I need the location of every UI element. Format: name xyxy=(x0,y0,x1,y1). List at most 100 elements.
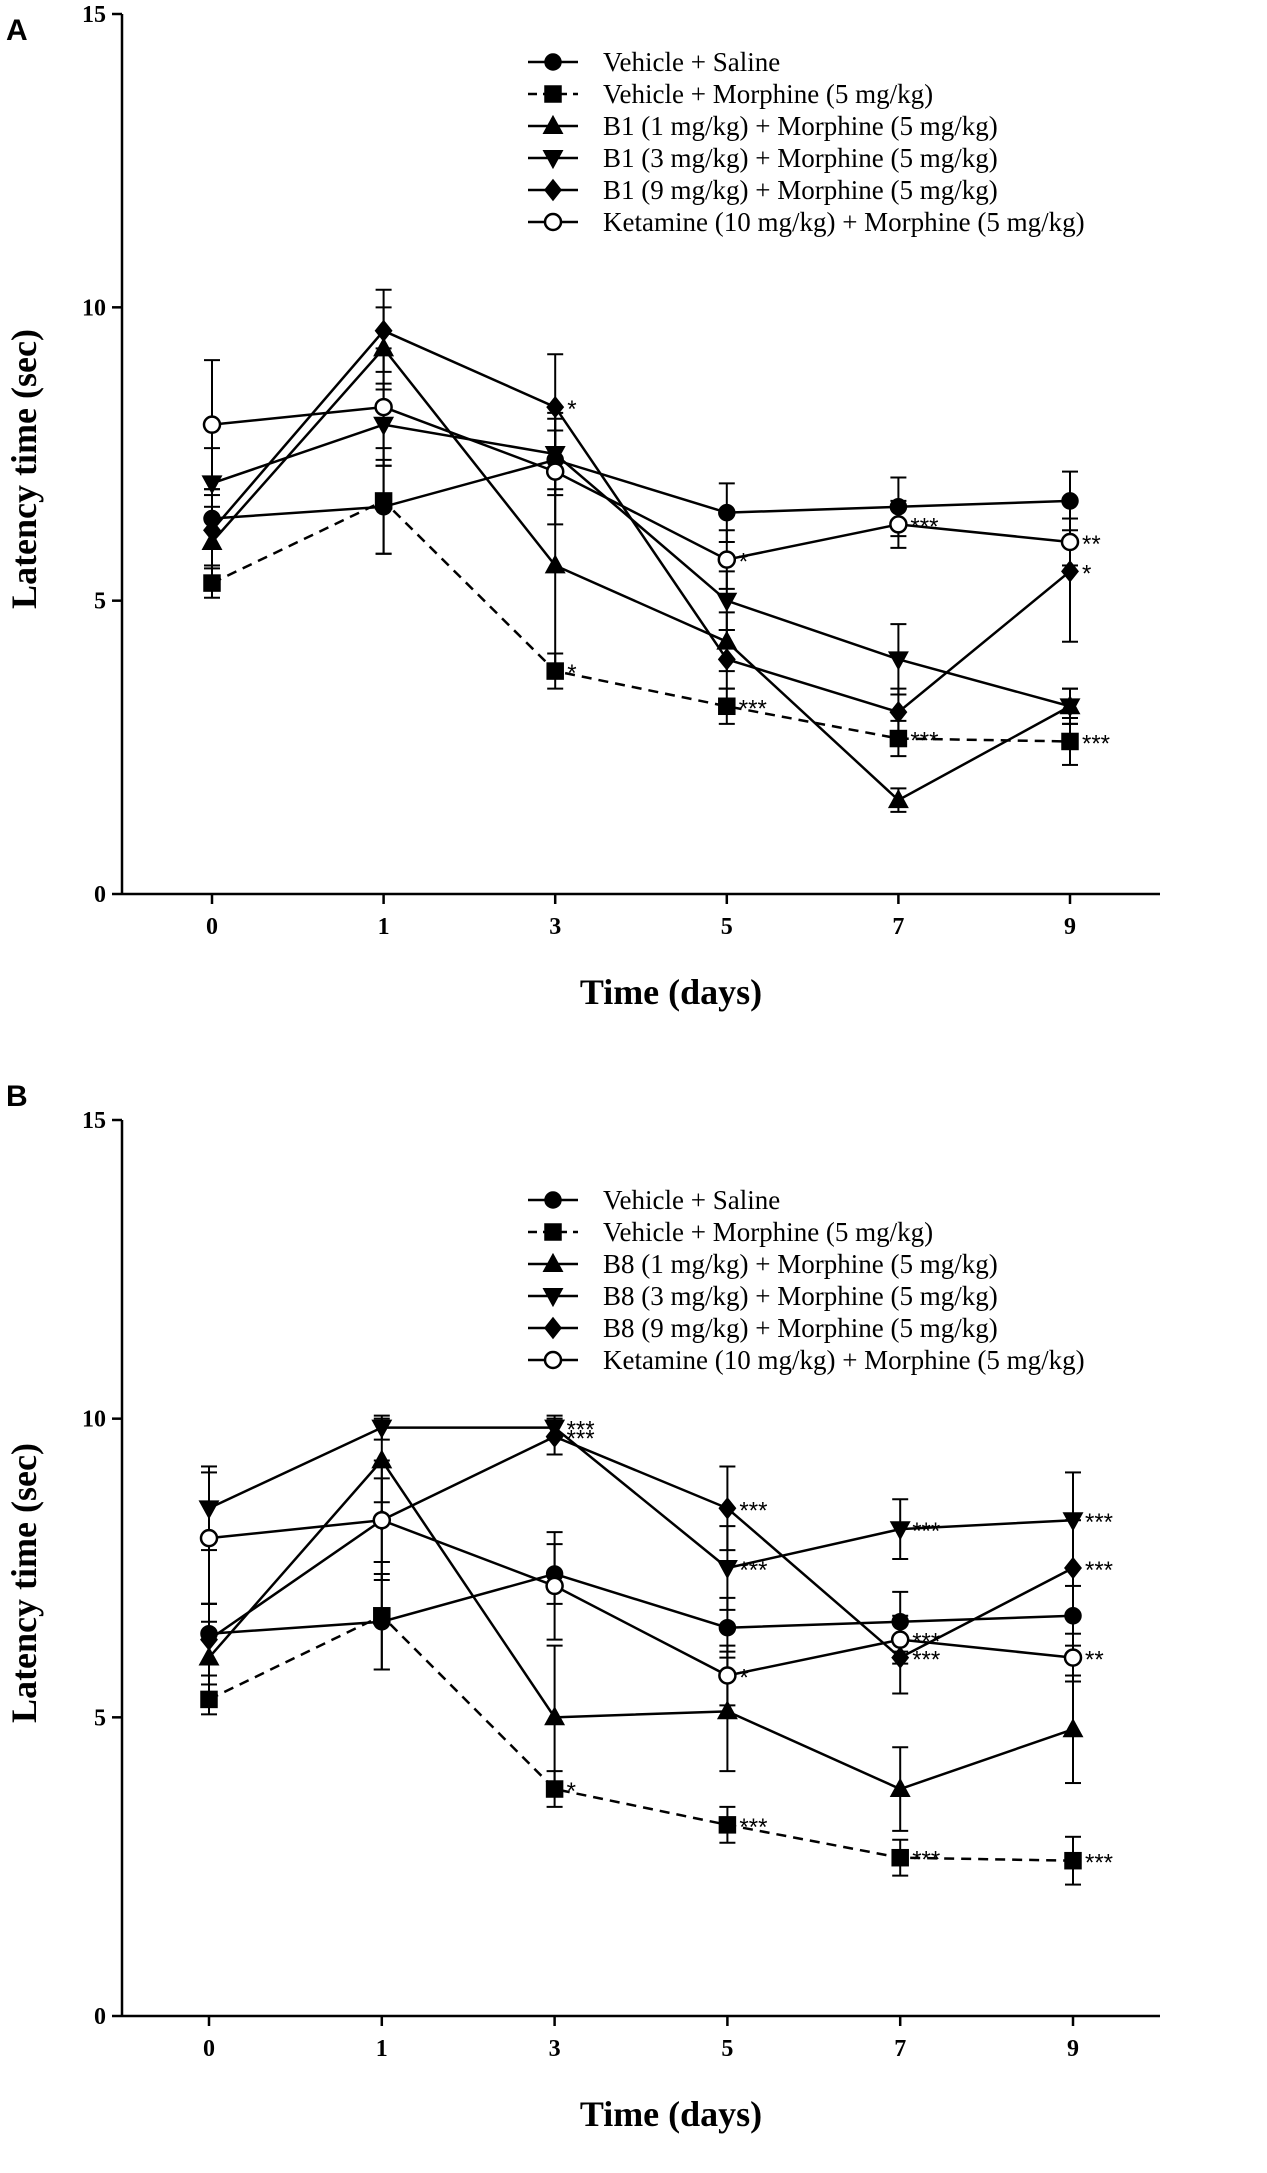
panel-a-series-vehicle-morphine-5-mg-kg-point xyxy=(374,492,393,510)
panel-a-legend-label: B1 (9 mg/kg) + Morphine (5 mg/kg) xyxy=(603,175,998,205)
panel-a-series-ketamine-10-mg-kg-morphine-5-mg-kg-point xyxy=(1060,532,1080,552)
panel-b-legend-label: Ketamine (10 mg/kg) + Morphine (5 mg/kg) xyxy=(603,1345,1085,1375)
panel-b-series-b8-1-mg-kg-morphine-5-mg-kg-point xyxy=(544,1706,566,1726)
panel-b-series-ketamine-10-mg-kg-morphine-5-mg-kg-point xyxy=(890,1630,910,1649)
panel-b-y-tick-label: 5 xyxy=(94,1705,106,1731)
panel-a-series-vehicle-morphine-5-mg-kg-significance-label: *** xyxy=(739,695,767,722)
panel-b-legend-marker xyxy=(544,1316,562,1340)
panel-a-legend-marker xyxy=(544,178,562,202)
panel-a-legend-marker xyxy=(544,85,562,103)
panel-a-x-tick-label: 7 xyxy=(892,914,904,940)
panel-a-y-tick-label: 15 xyxy=(82,2,106,28)
panel-b-series-ketamine-10-mg-kg-morphine-5-mg-kg-significance-label: *** xyxy=(912,1629,940,1656)
panel-b-legend-label: B8 (9 mg/kg) + Morphine (5 mg/kg) xyxy=(603,1313,998,1343)
panel-a-series-vehicle-saline-point xyxy=(718,503,736,522)
panel-b-series-b8-1-mg-kg-morphine-5-mg-kg-point xyxy=(716,1700,738,1720)
panel-b-series-b8-3-mg-kg-morphine-5-mg-kg-significance-label: *** xyxy=(912,1518,940,1545)
panel-b-legend-marker xyxy=(543,1350,563,1370)
panel-b-x-tick-label: 7 xyxy=(894,2036,906,2062)
panel-b-series-vehicle-morphine-5-mg-kg-point xyxy=(373,1607,391,1625)
panel-a-x-tick-label: 5 xyxy=(721,914,733,940)
panel-b-x-tick-label: 1 xyxy=(376,2036,388,2062)
panel-b-legend-label: Vehicle + Saline xyxy=(603,1185,780,1215)
panel-a-series-ketamine-10-mg-kg-morphine-5-mg-kg-significance-label: *** xyxy=(910,513,938,540)
panel-b-series-vehicle-morphine-5-mg-kg-significance-label: *** xyxy=(912,1847,940,1874)
panel-a-series-vehicle-morphine-5-mg-kg-line xyxy=(211,499,1071,743)
panel-a-legend-marker xyxy=(542,150,564,170)
panel-b-y-tick-label: 15 xyxy=(82,1108,106,1134)
panel-b-legend-label: B8 (3 mg/kg) + Morphine (5 mg/kg) xyxy=(603,1281,998,1311)
panel-b-series-ketamine-10-mg-kg-morphine-5-mg-kg-significance-label: * xyxy=(739,1665,748,1692)
chart-panel-a: 0 5 10 15 0 1 3 5 7 9 Time (days) Latency time (sec… xyxy=(4,2,1160,1012)
panel-b-series-vehicle-saline-point xyxy=(718,1618,737,1637)
panel-label-a: A xyxy=(6,14,28,47)
panel-b-series-b8-1-mg-kg-morphine-5-mg-kg-point xyxy=(1062,1718,1084,1738)
panel-a-y-tick-label: 10 xyxy=(82,295,106,321)
panel-b-series-b8-9-mg-kg-morphine-5-mg-kg-significance-label: *** xyxy=(739,1497,767,1524)
panel-b-series-ketamine-10-mg-kg-morphine-5-mg-kg: ****** xyxy=(199,1459,1104,1707)
panel-b-x-tick-label: 9 xyxy=(1067,2036,1079,2062)
panel-label-b: B xyxy=(6,1080,28,1113)
panel-b-y-tick-label: 10 xyxy=(82,1407,106,1433)
panel-a-x-tick-label: 9 xyxy=(1064,914,1076,940)
panel-b-series-b8-3-mg-kg-morphine-5-mg-kg-point xyxy=(371,1419,393,1439)
panel-a-x-tick-label: 3 xyxy=(549,914,561,940)
panel-b-series-b8-3-mg-kg-morphine-5-mg-kg-significance-label: *** xyxy=(1085,1509,1113,1536)
panel-b-series-b8-3-mg-kg-morphine-5-mg-kg-point xyxy=(889,1521,911,1541)
panel-a-series-b1-9-mg-kg-morphine-5-mg-kg-point xyxy=(203,519,221,542)
panel-b-series-b8-1-mg-kg-morphine-5-mg-kg-line xyxy=(208,1458,1074,1791)
panel-a-legend-marker xyxy=(544,53,562,71)
panel-a-series-vehicle-morphine-5-mg-kg-point xyxy=(1061,732,1079,751)
panel-a-legend-label: Vehicle + Saline xyxy=(603,47,780,77)
panel-a-legend-label: Ketamine (10 mg/kg) + Morphine (5 mg/kg) xyxy=(603,207,1085,237)
panel-a-series-b1-9-mg-kg-morphine-5-mg-kg-line xyxy=(211,329,1071,714)
panel-b-series-ketamine-10-mg-kg-morphine-5-mg-kg-point xyxy=(718,1666,737,1685)
panel-a-series-b1-9-mg-kg-morphine-5-mg-kg-point xyxy=(889,700,908,724)
panel-a-series-b1-9-mg-kg-morphine-5-mg-kg-point xyxy=(374,319,393,343)
panel-a-series-vehicle-morphine-5-mg-kg: ******* *** xyxy=(203,447,1110,766)
panel-a-legend-marker xyxy=(542,114,564,134)
panel-b-y-tick-label: 0 xyxy=(94,2004,106,2030)
panel-b-series-b8-9-mg-kg-morphine-5-mg-kg-point xyxy=(200,1628,218,1651)
panel-a-series-vehicle-morphine-5-mg-kg-point xyxy=(718,697,736,716)
panel-b-series-ketamine-10-mg-kg-morphine-5-mg-kg-point xyxy=(1063,1648,1083,1667)
panel-a-legend-label: B1 (3 mg/kg) + Morphine (5 mg/kg) xyxy=(603,143,998,173)
panel-b-series-ketamine-10-mg-kg-morphine-5-mg-kg-point xyxy=(545,1576,564,1596)
panel-a-series-ketamine-10-mg-kg-morphine-5-mg-kg-point xyxy=(202,415,222,434)
panel-b-series-b8-9-mg-kg-morphine-5-mg-kg-significance-label: *** xyxy=(912,1647,940,1674)
panel-a-series-ketamine-10-mg-kg-morphine-5-mg-kg-point xyxy=(889,515,908,534)
panel-b-legend-marker xyxy=(542,1252,564,1272)
panel-a-series-b1-3-mg-kg-morphine-5-mg-kg-point xyxy=(887,651,909,671)
panel-a-legend-label: Vehicle + Morphine (5 mg/kg) xyxy=(603,79,933,109)
panel-b-series-b8-9-mg-kg-morphine-5-mg-kg-point xyxy=(1064,1556,1082,1580)
panel-b-series-ketamine-10-mg-kg-morphine-5-mg-kg-significance-label: ** xyxy=(1085,1647,1104,1674)
panel-b-series-b8-9-mg-kg-morphine-5-mg-kg-point xyxy=(718,1497,737,1520)
panel-b-legend-label: Vehicle + Morphine (5 mg/kg) xyxy=(603,1217,933,1247)
panel-a-series-b1-9-mg-kg-morphine-5-mg-kg-point xyxy=(546,395,565,419)
panel-a-series-vehicle-morphine-5-mg-kg-significance-label: *** xyxy=(1082,730,1110,757)
panel-a-series-b1-9-mg-kg-morphine-5-mg-kg: ** xyxy=(203,288,1091,737)
panel-a-series-b1-3-mg-kg-morphine-5-mg-kg-line xyxy=(211,423,1071,708)
panel-b-series-vehicle-morphine-5-mg-kg-point xyxy=(891,1848,909,1867)
panel-b-series-vehicle-saline xyxy=(200,1543,1082,1671)
panel-b-series-vehicle-saline-line xyxy=(208,1572,1074,1635)
panel-b-series-vehicle-morphine-5-mg-kg-significance-label: * xyxy=(567,1778,576,1805)
panel-b-x-tick-label: 3 xyxy=(549,2036,561,2062)
panel-a-series-b1-1-mg-kg-morphine-5-mg-kg-point xyxy=(544,554,566,574)
panel-b-series-ketamine-10-mg-kg-morphine-5-mg-kg-point xyxy=(372,1510,392,1530)
panel-b-y-axis-title: Latency time (sec) xyxy=(4,1443,44,1723)
panel-a-series-ketamine-10-mg-kg-morphine-5-mg-kg-line xyxy=(211,405,1071,561)
panel-a-x-tick-label: 0 xyxy=(206,914,218,940)
panel-a-series-ketamine-10-mg-kg-morphine-5-mg-kg-significance-label: * xyxy=(739,549,748,576)
panel-b-series-b8-9-mg-kg-morphine-5-mg-kg-significance-label: *** xyxy=(567,1426,595,1453)
panel-a-series-b1-3-mg-kg-morphine-5-mg-kg-point xyxy=(716,592,738,612)
panel-a-series-ketamine-10-mg-kg-morphine-5-mg-kg: ****** xyxy=(202,347,1101,590)
panel-a-series-ketamine-10-mg-kg-morphine-5-mg-kg-significance-label: ** xyxy=(1082,531,1101,558)
panel-a-series-b1-1-mg-kg-morphine-5-mg-kg-point xyxy=(887,788,909,809)
panel-a-series-b1-9-mg-kg-morphine-5-mg-kg-point xyxy=(717,648,736,671)
panel-a-series-ketamine-10-mg-kg-morphine-5-mg-kg-point xyxy=(374,397,393,417)
panel-a-y-tick-label: 0 xyxy=(94,882,106,908)
panel-b-series-b8-3-mg-kg-morphine-5-mg-kg-line xyxy=(208,1426,1074,1570)
panel-a-x-tick-label: 1 xyxy=(378,914,390,940)
